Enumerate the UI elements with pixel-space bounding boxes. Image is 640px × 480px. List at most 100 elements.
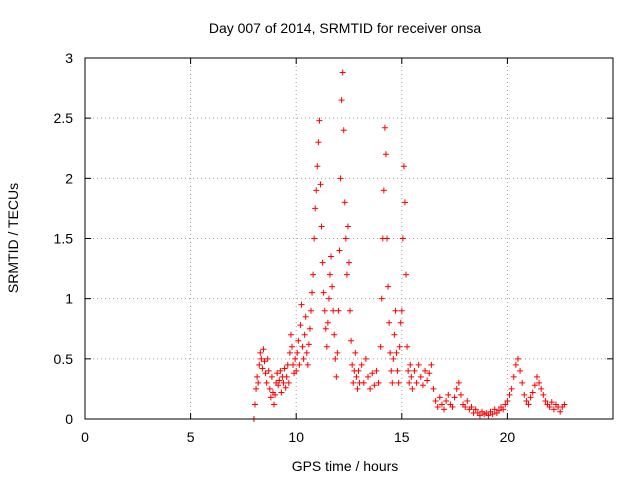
data-point [354,385,361,392]
data-point [284,361,291,368]
data-point [476,412,483,419]
data-point [438,401,445,408]
data-point [264,355,271,362]
data-point [546,403,553,410]
data-point [432,397,439,404]
data-point [533,373,540,380]
data-point [397,319,404,326]
data-point [325,295,332,302]
data-point [365,373,372,380]
data-point [527,394,534,401]
x-axis-label: GPS time / hours [292,458,399,474]
data-point [274,370,281,377]
data-point [422,367,429,374]
data-point [525,401,532,408]
data-point [306,325,313,332]
data-point [287,331,294,338]
data-point [355,367,362,374]
data-point [318,223,325,230]
data-point [336,247,343,254]
data-point [312,205,319,212]
data-point [259,365,266,372]
data-point [286,349,293,356]
data-point [324,319,331,326]
data-point [293,367,300,374]
data-point [298,301,305,308]
data-point [548,399,555,406]
data-point [455,379,462,386]
data-point [301,331,308,338]
data-point [419,382,426,389]
data-point [253,385,260,392]
data-point [464,397,471,404]
data-point [334,349,341,356]
data-point [409,385,416,392]
data-point [316,117,323,124]
data-point [280,379,287,386]
y-tick-label: 3 [65,50,73,66]
data-point [323,343,330,350]
data-point [256,361,263,368]
data-point [408,373,415,380]
y-tick-label: 1 [65,291,73,307]
data-point [288,343,295,350]
data-point [266,385,273,392]
data-point [398,307,405,314]
data-point [285,379,292,386]
data-point [485,412,492,419]
data-point [449,403,456,410]
data-point [445,391,452,398]
data-point [276,377,283,384]
data-point [542,397,549,404]
data-point [400,163,407,170]
data-point [508,385,515,392]
data-point [257,349,264,356]
data-point [561,401,568,408]
data-point [457,391,464,398]
data-point [275,382,282,389]
data-point [330,307,337,314]
data-point [341,199,348,206]
data-point [550,406,557,413]
data-point [315,139,322,146]
data-point [313,187,320,194]
data-point [339,69,346,76]
data-point [540,391,547,398]
data-point [512,361,519,368]
data-point [272,391,279,398]
data-point [415,361,422,368]
data-point [386,319,393,326]
data-point [403,271,410,278]
data-point [332,355,339,362]
data-point [319,259,326,266]
data-point [557,408,564,415]
data-point [387,349,394,356]
data-point [394,367,401,374]
data-point [263,379,270,386]
data-point [321,307,328,314]
data-point [441,406,448,413]
data-point [254,373,261,380]
data-point [407,361,414,368]
data-point [290,361,297,368]
data-point [367,385,374,392]
data-point [328,253,335,260]
data-point [495,407,502,414]
data-point [373,367,380,374]
data-point [517,367,524,374]
data-point [299,343,306,350]
data-point [384,235,391,242]
data-point [462,403,469,410]
data-point [500,406,507,413]
data-point [314,163,321,170]
data-point [348,337,355,344]
data-point [428,361,435,368]
data-point [282,384,289,391]
data-point [521,391,528,398]
data-point [405,367,412,374]
data-point [390,355,397,362]
data-point [329,283,336,290]
data-point [292,355,299,362]
data-point [307,307,314,314]
